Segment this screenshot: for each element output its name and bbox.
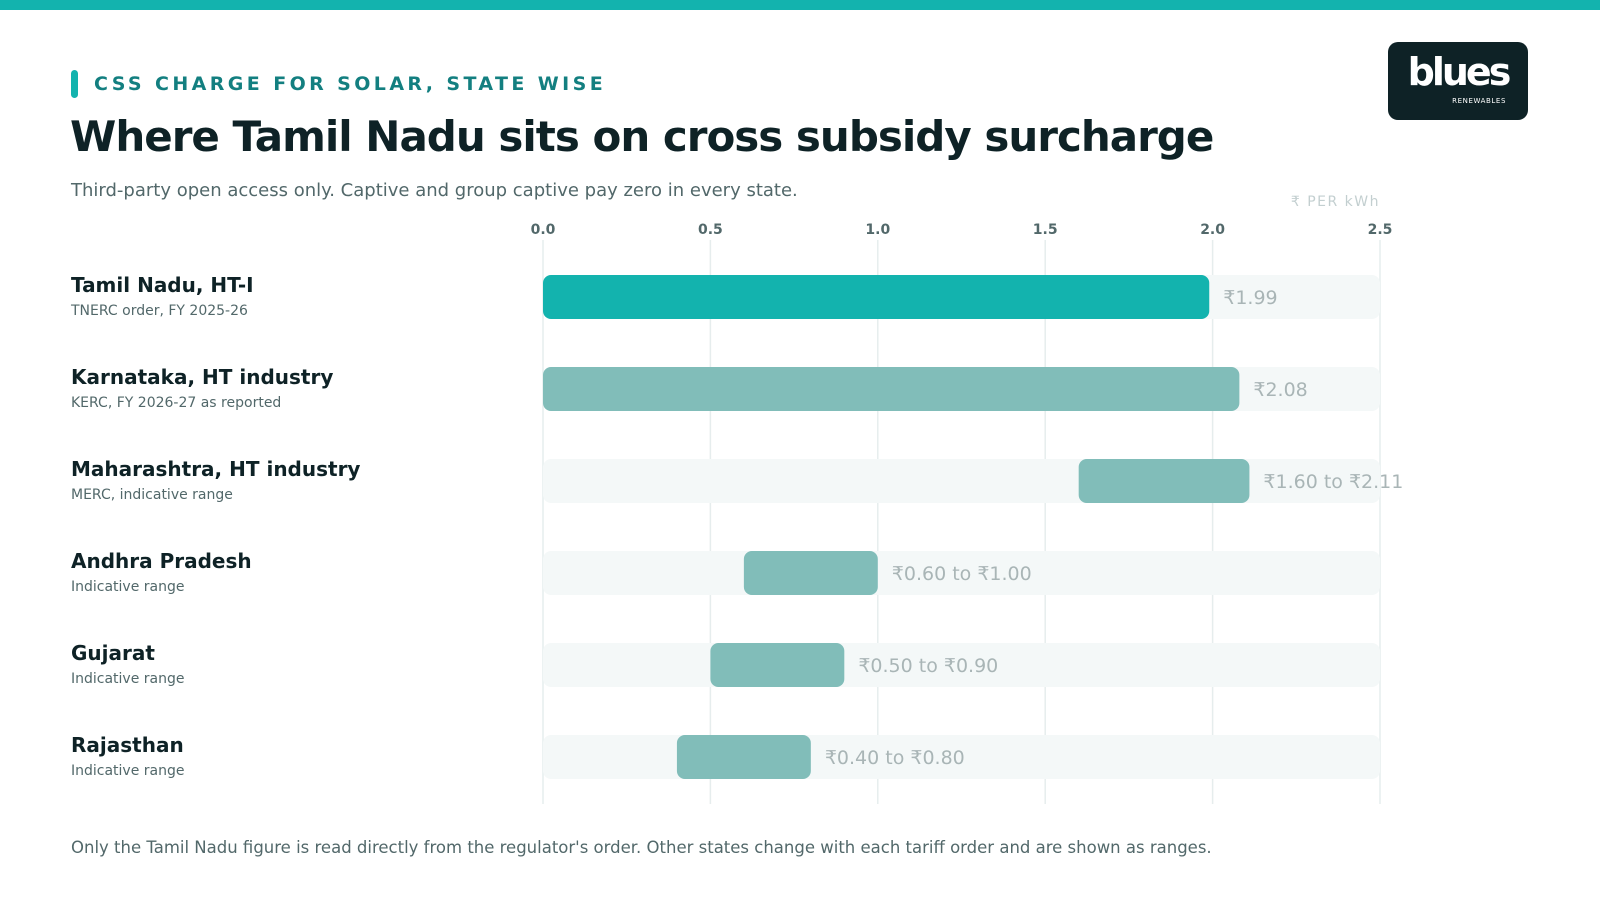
row-note: Indicative range: [71, 579, 185, 595]
bar: [543, 275, 1210, 319]
value-label: ₹0.50 to ₹0.90: [858, 655, 998, 677]
row-note: Indicative range: [71, 671, 185, 687]
x-tick-label: 1.5: [1033, 222, 1058, 238]
value-label: ₹1.99: [1223, 287, 1277, 309]
row-name: Rajasthan: [71, 733, 184, 757]
row-name: Maharashtra, HT industry: [71, 457, 361, 481]
row-label: Maharashtra, HT industry MERC, indicative…: [71, 457, 511, 504]
footer-note: Only the Tamil Nadu figure is read direc…: [71, 838, 1212, 857]
page-subtitle: Third-party open access only. Captive an…: [71, 180, 798, 201]
row-name: Karnataka, HT industry: [71, 365, 334, 389]
row-label: Gujarat Indicative range: [71, 641, 511, 688]
brand-logo: blues RENEWABLES: [1388, 42, 1528, 120]
row-note: TNERC order, FY 2025-26: [71, 303, 248, 319]
bar-track: [543, 459, 1380, 503]
bar: [676, 735, 811, 779]
row-name: Tamil Nadu, HT-I: [71, 273, 254, 297]
row-label: Karnataka, HT industry KERC, FY 2026-27 a…: [71, 365, 511, 412]
bar: [543, 367, 1240, 411]
bar: [1078, 459, 1250, 503]
row-label: Rajasthan Indicative range: [71, 733, 511, 780]
x-tick-label: 0.5: [698, 222, 723, 238]
eyebrow-text: CSS CHARGE FOR SOLAR, STATE WISE: [94, 73, 607, 95]
bar: [710, 643, 845, 687]
row-name: Gujarat: [71, 641, 155, 665]
x-tick-label: 2.0: [1200, 222, 1225, 238]
value-label: ₹2.08: [1253, 379, 1307, 401]
row-note: MERC, indicative range: [71, 487, 233, 503]
row-label: Tamil Nadu, HT-I TNERC order, FY 2025-26: [71, 273, 511, 320]
x-tick-label: 2.5: [1368, 222, 1393, 238]
logo-subtext: RENEWABLES: [1452, 97, 1506, 105]
row-note: KERC, FY 2026-27 as reported: [71, 395, 282, 411]
eyebrow-accent-mark: [71, 70, 78, 98]
eyebrow: CSS CHARGE FOR SOLAR, STATE WISE: [71, 69, 606, 99]
unit-label: ₹ PER kWh: [1290, 194, 1380, 210]
row-note: Indicative range: [71, 763, 185, 779]
bar: [743, 551, 878, 595]
x-tick-label: 0.0: [531, 222, 556, 238]
row-label: Andhra Pradesh Indicative range: [71, 549, 511, 596]
page-title: Where Tamil Nadu sits on cross subsidy s…: [70, 112, 1214, 161]
x-tick-label: 1.0: [865, 222, 890, 238]
value-label: ₹0.60 to ₹1.00: [892, 563, 1032, 585]
logo-wordmark: blues: [1407, 50, 1512, 94]
value-label: ₹0.40 to ₹0.80: [825, 747, 965, 769]
top-accent-bar: [0, 0, 1600, 10]
value-label: ₹1.60 to ₹2.11: [1263, 471, 1403, 493]
row-name: Andhra Pradesh: [71, 549, 252, 573]
